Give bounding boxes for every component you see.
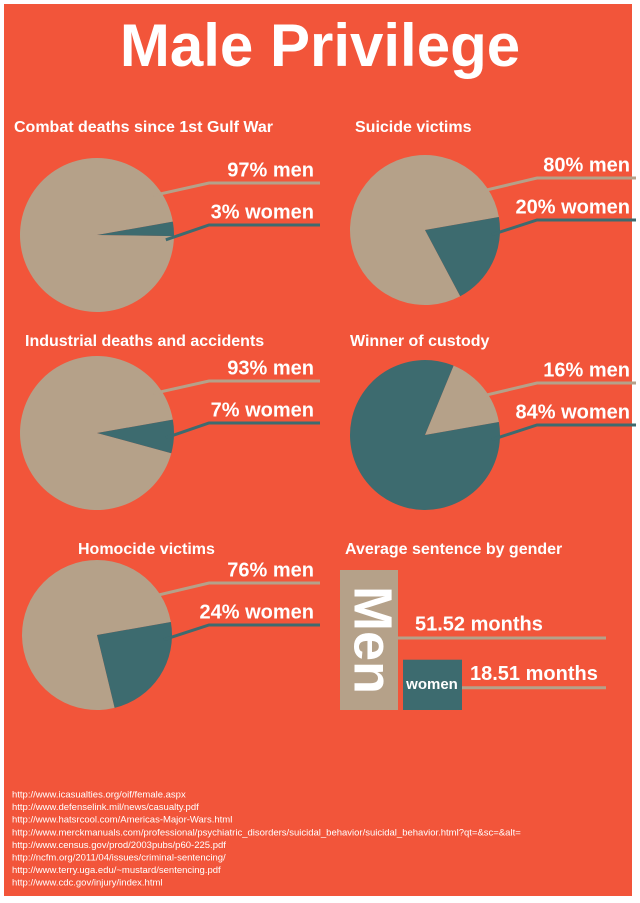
category-label: women <box>405 676 458 693</box>
label-line <box>491 218 636 237</box>
value-label: 3% women <box>211 201 314 223</box>
value-label: 97% men <box>227 159 314 181</box>
value-label: 24% women <box>200 601 314 623</box>
source-link: http://www.defenselink.mil/news/casualty… <box>12 802 199 813</box>
pie-slice <box>425 365 499 435</box>
category-label: Men <box>343 586 403 694</box>
label-line <box>151 581 320 599</box>
value-label: 18.51 months <box>470 663 598 685</box>
label-line <box>153 181 320 197</box>
source-link: http://www.hatsrcool.com/Americas-Major-… <box>12 815 232 826</box>
pie-slice <box>350 360 501 511</box>
value-label: 51.52 months <box>415 613 543 635</box>
chart-title: Industrial deaths and accidents <box>25 333 264 350</box>
chart-title: Suicide victims <box>355 119 472 136</box>
chart-title: Average sentence by gender <box>345 541 562 558</box>
label-line <box>163 623 320 642</box>
source-link: http://www.icasualties.org/oif/female.as… <box>12 790 186 801</box>
pie-slice <box>425 216 500 297</box>
value-label: 93% men <box>227 357 314 379</box>
value-label: 20% women <box>516 196 630 218</box>
pie-slice <box>20 157 174 312</box>
pie-slice <box>22 560 171 711</box>
value-label: 84% women <box>516 401 630 423</box>
label-line <box>153 379 320 395</box>
value-label: 80% men <box>543 154 630 176</box>
chart-title: Homocide victims <box>78 541 215 558</box>
chart-title: Winner of custody <box>350 333 490 350</box>
value-label: 7% women <box>211 399 314 421</box>
value-label: 16% men <box>543 359 630 381</box>
source-link: http://www.census.gov/prod/2003pubs/p60-… <box>12 840 226 851</box>
source-link: http://www.cdc.gov/injury/index.html <box>12 878 162 889</box>
pie-slice <box>97 621 173 708</box>
label-line <box>165 421 320 440</box>
pie-slice <box>20 356 173 510</box>
main-title: Male Privilege <box>120 12 520 79</box>
source-link: http://www.merckmanuals.com/professional… <box>12 827 521 838</box>
source-link: http://www.terry.uga.edu/~mustard/senten… <box>12 865 221 876</box>
chart-title: Combat deaths since 1st Gulf War <box>14 119 273 136</box>
source-link: http://ncfm.org/2011/04/issues/criminal-… <box>12 853 226 864</box>
pie-slice <box>350 155 499 306</box>
bar <box>340 570 398 710</box>
label-line <box>165 223 320 242</box>
label-line <box>479 176 636 194</box>
label-line <box>491 423 636 442</box>
label-line <box>479 381 636 399</box>
bar <box>403 659 462 710</box>
pie-slice <box>97 419 174 454</box>
pie-slice <box>97 221 174 237</box>
value-label: 76% men <box>227 559 314 581</box>
